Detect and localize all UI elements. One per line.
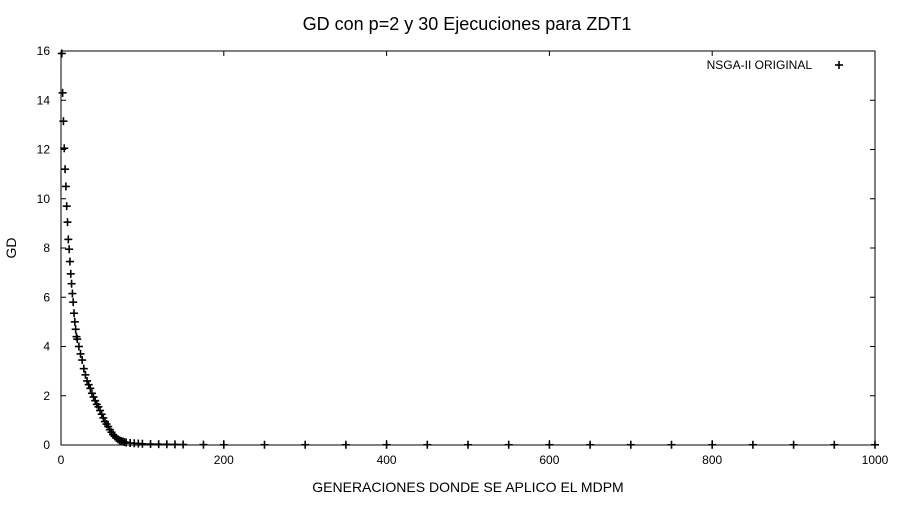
data-point xyxy=(61,165,70,174)
data-point xyxy=(91,396,100,405)
x-tick-label: 400 xyxy=(377,453,397,467)
data-point xyxy=(84,380,93,389)
data-point xyxy=(74,342,83,351)
data-point xyxy=(86,384,95,393)
data-point xyxy=(66,269,75,278)
data-points xyxy=(57,49,879,449)
y-tick-label: 14 xyxy=(37,93,51,107)
x-axis-ticks: 0 200 400 600 800 1000 xyxy=(58,51,889,467)
y-tick-label: 6 xyxy=(43,290,50,304)
data-point xyxy=(170,440,179,449)
data-point xyxy=(83,376,92,385)
data-point xyxy=(57,49,66,58)
data-point xyxy=(64,235,73,244)
data-point xyxy=(94,402,103,411)
data-point xyxy=(146,440,155,449)
data-point xyxy=(423,440,432,449)
y-tick-label: 4 xyxy=(43,340,50,354)
x-tick-label: 800 xyxy=(702,453,722,467)
data-point xyxy=(179,440,188,449)
data-point xyxy=(99,413,108,422)
data-point xyxy=(61,182,70,191)
data-point xyxy=(260,440,269,449)
data-point xyxy=(59,117,68,126)
data-point xyxy=(81,370,90,379)
data-point xyxy=(69,298,78,307)
data-point xyxy=(68,289,77,298)
data-point xyxy=(138,439,147,448)
chart-title: GD con p=2 y 30 Ejecuciones para ZDT1 xyxy=(303,14,632,34)
x-tick-label: 0 xyxy=(58,453,65,467)
y-tick-label: 2 xyxy=(43,389,50,403)
data-point xyxy=(67,279,76,288)
data-point xyxy=(70,317,79,326)
legend: NSGA-II ORIGINAL xyxy=(707,58,843,72)
y-tick-label: 8 xyxy=(43,241,50,255)
data-point xyxy=(96,406,105,415)
data-point xyxy=(97,410,106,419)
y-tick-label: 10 xyxy=(37,192,51,206)
data-point xyxy=(586,440,595,449)
data-point xyxy=(162,440,171,449)
x-tick-label: 1000 xyxy=(862,453,889,467)
x-tick-label: 200 xyxy=(214,453,234,467)
y-tick-label: 12 xyxy=(37,143,51,157)
data-point xyxy=(73,335,82,344)
data-point xyxy=(748,440,757,449)
data-point xyxy=(154,440,163,449)
data-point xyxy=(62,202,71,211)
y-axis-label: GD xyxy=(3,238,19,259)
y-tick-label: 16 xyxy=(37,44,51,58)
data-point xyxy=(626,440,635,449)
data-point xyxy=(301,440,310,449)
legend-plus-mark xyxy=(835,61,843,69)
plot-frame xyxy=(60,50,876,446)
data-point xyxy=(871,440,879,449)
data-point xyxy=(76,349,85,358)
data-point xyxy=(545,440,554,449)
data-point xyxy=(219,440,228,449)
y-axis-ticks: 0 2 4 6 8 10 12 14 16 xyxy=(37,44,875,452)
data-point xyxy=(65,257,74,266)
data-point xyxy=(60,144,69,153)
data-point xyxy=(667,440,676,449)
data-point xyxy=(65,245,74,254)
data-point xyxy=(70,309,79,318)
data-point xyxy=(71,325,80,334)
data-point xyxy=(830,440,839,449)
data-point xyxy=(708,440,717,449)
x-tick-label: 600 xyxy=(539,453,559,467)
data-point xyxy=(504,440,513,449)
data-point xyxy=(464,440,472,449)
data-point xyxy=(789,440,798,449)
data-point xyxy=(89,392,98,401)
data-point xyxy=(58,88,67,97)
data-point xyxy=(78,356,87,365)
data-point xyxy=(382,440,391,449)
legend-label: NSGA-II ORIGINAL xyxy=(707,58,813,72)
data-point xyxy=(63,218,72,227)
x-axis-label: GENERACIONES DONDE SE APLICO EL MDPM xyxy=(312,479,623,495)
data-point xyxy=(87,389,96,398)
data-point xyxy=(199,440,208,449)
data-point xyxy=(79,364,88,373)
y-tick-label: 0 xyxy=(43,438,50,452)
data-point xyxy=(341,440,350,449)
legend-marker-plus-icon xyxy=(835,61,843,69)
